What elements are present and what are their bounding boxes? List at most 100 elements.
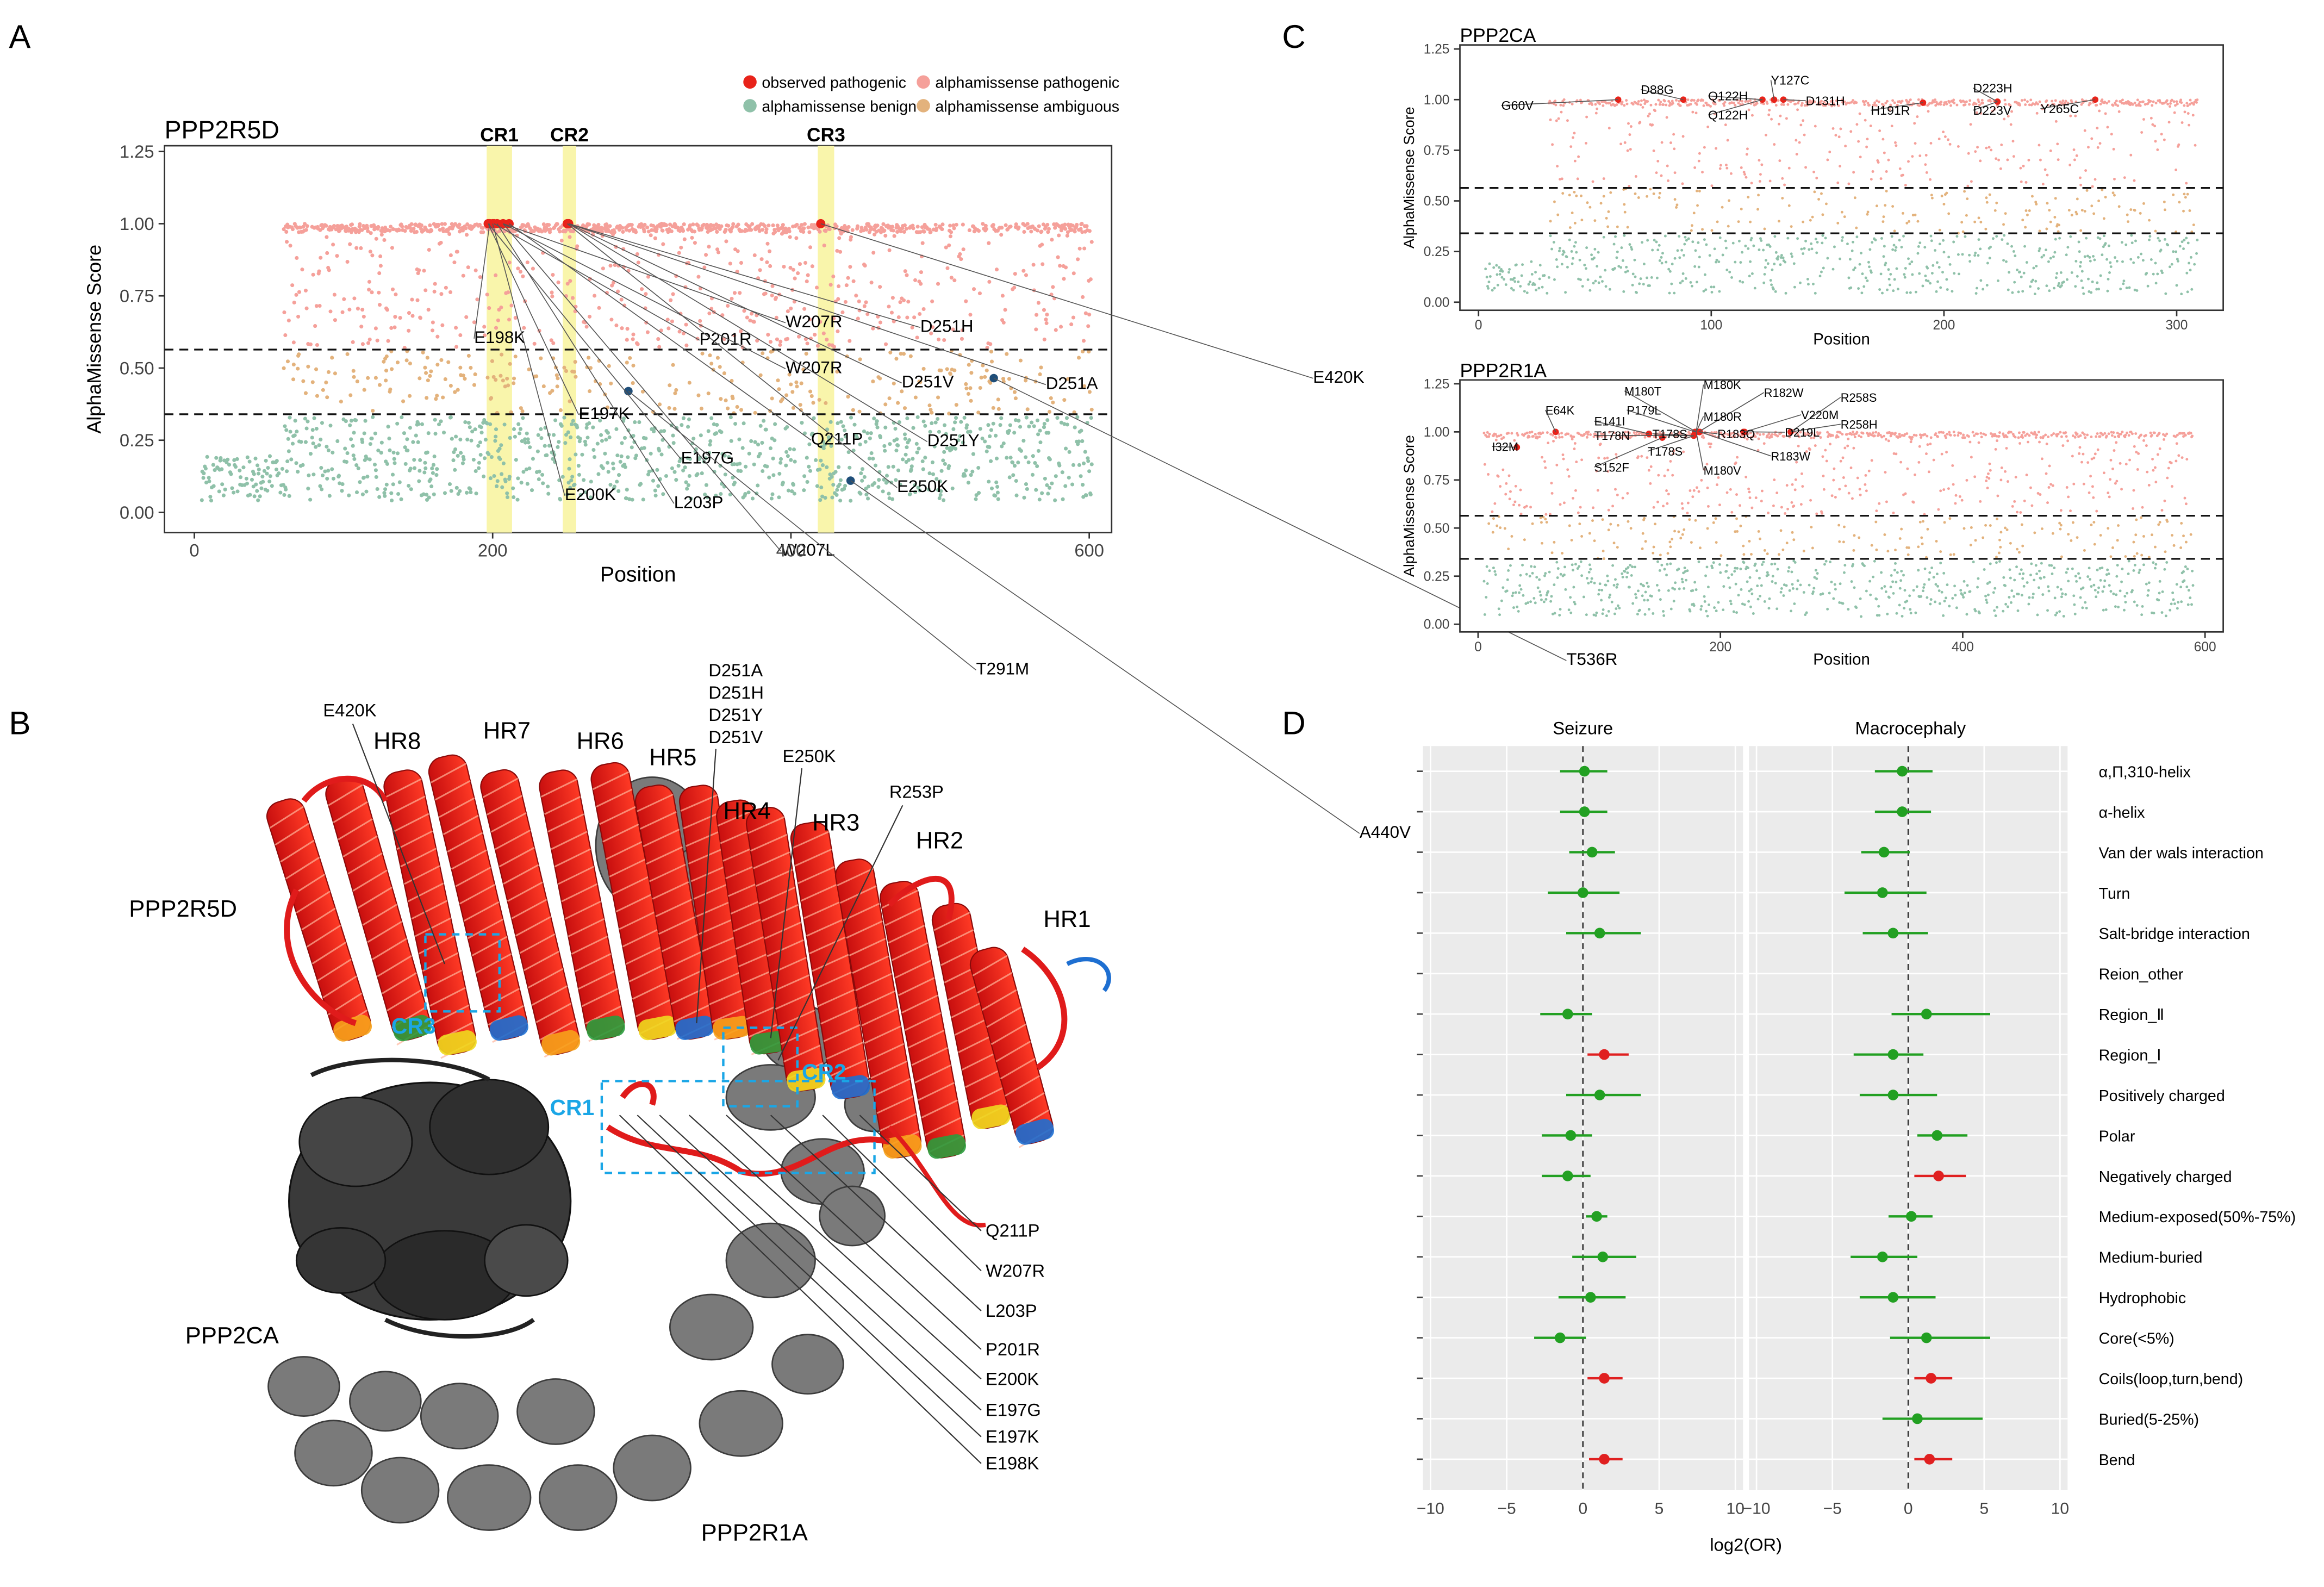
ambiguous-point bbox=[1586, 201, 1589, 204]
benign-point bbox=[296, 470, 300, 474]
pathogenic-point bbox=[1703, 146, 1706, 149]
pathogenic-point bbox=[2183, 110, 2186, 114]
benign-point bbox=[871, 457, 875, 461]
pathogenic-point bbox=[639, 287, 644, 291]
pathogenic-point bbox=[1691, 110, 1694, 114]
benign-point bbox=[1710, 285, 1713, 289]
benign-point bbox=[1651, 248, 1654, 252]
benign-point bbox=[1815, 577, 1818, 580]
benign-point bbox=[428, 477, 433, 482]
benign-point bbox=[519, 481, 524, 485]
pathogenic-point bbox=[770, 284, 775, 288]
pathogenic-point bbox=[385, 308, 389, 312]
pathogenic-point bbox=[1737, 101, 1740, 104]
benign-point bbox=[1555, 258, 1558, 261]
pathogenic-point bbox=[661, 242, 665, 246]
ambiguous-point bbox=[2083, 210, 2086, 213]
pathogenic-point bbox=[1724, 123, 1727, 127]
ambiguous-point bbox=[1531, 522, 1534, 525]
ambiguous-point bbox=[761, 351, 765, 356]
pathogenic-point bbox=[1649, 482, 1652, 485]
benign-point bbox=[2149, 258, 2153, 261]
benign-point bbox=[1810, 247, 1814, 251]
panel-a-title: PPP2R5D bbox=[165, 115, 279, 144]
benign-point bbox=[1486, 285, 1489, 288]
benign-point bbox=[1016, 460, 1020, 465]
mutation-label: Q211P bbox=[811, 430, 863, 449]
benign-point bbox=[427, 495, 431, 500]
benign-point bbox=[568, 486, 572, 490]
ambiguous-point bbox=[1756, 208, 1759, 211]
benign-point bbox=[372, 462, 377, 467]
benign-point bbox=[478, 452, 483, 457]
ambiguous-point bbox=[1609, 522, 1612, 526]
benign-point bbox=[2122, 279, 2126, 283]
benign-point bbox=[631, 434, 635, 438]
pathogenic-point bbox=[1666, 164, 1669, 167]
benign-point bbox=[1042, 425, 1046, 430]
benign-point bbox=[201, 476, 205, 480]
benign-point bbox=[704, 456, 708, 460]
benign-point bbox=[1065, 422, 1069, 427]
benign-point bbox=[1750, 237, 1753, 240]
benign-point bbox=[537, 477, 541, 482]
pathogenic-point bbox=[1718, 503, 1721, 507]
pathogenic-point bbox=[1692, 99, 1696, 102]
pathogenic-point bbox=[2022, 164, 2025, 167]
benign-point bbox=[2136, 256, 2140, 259]
ambiguous-point bbox=[991, 406, 995, 410]
ambiguous-point bbox=[1681, 533, 1684, 536]
benign-point bbox=[1663, 568, 1666, 571]
benign-point bbox=[2007, 288, 2010, 291]
benign-point bbox=[499, 443, 503, 447]
benign-point bbox=[1567, 608, 1571, 612]
benign-point bbox=[284, 487, 288, 491]
pathogenic-point bbox=[1065, 234, 1069, 238]
benign-point bbox=[1626, 571, 1629, 574]
ambiguous-point bbox=[1821, 213, 1824, 216]
ambiguous-point bbox=[1018, 358, 1023, 363]
pathogenic-point bbox=[1898, 432, 1901, 435]
pathogenic-point bbox=[1623, 104, 1626, 107]
mutation-label: Y265C bbox=[2040, 102, 2079, 116]
pathogenic-point bbox=[1577, 155, 1580, 158]
pathogenic-point bbox=[2026, 100, 2029, 103]
benign-point bbox=[274, 467, 279, 472]
pathogenic-point bbox=[987, 241, 991, 245]
benign-point bbox=[1558, 614, 1561, 617]
benign-point bbox=[2190, 288, 2194, 291]
benign-point bbox=[585, 435, 590, 440]
pathogenic-point bbox=[848, 339, 852, 343]
pathogenic-point bbox=[555, 222, 559, 226]
pathogenic-point bbox=[919, 282, 923, 286]
pathogenic-point bbox=[1918, 104, 1921, 107]
legend-am-benign-swatch bbox=[743, 99, 757, 113]
pathogenic-point bbox=[308, 342, 313, 346]
benign-point bbox=[2069, 235, 2072, 238]
benign-point bbox=[285, 459, 290, 464]
benign-point bbox=[1903, 276, 1906, 279]
benign-point bbox=[356, 466, 360, 470]
benign-point bbox=[969, 473, 973, 477]
benign-point bbox=[764, 427, 768, 432]
pathogenic-point bbox=[575, 244, 580, 248]
benign-point bbox=[2087, 277, 2090, 281]
pathogenic-point bbox=[1514, 484, 1517, 488]
pathogenic-point bbox=[1709, 445, 1712, 449]
benign-point bbox=[524, 467, 528, 471]
benign-point bbox=[965, 423, 969, 427]
pathogenic-point bbox=[367, 288, 371, 292]
pathogenic-point bbox=[1660, 174, 1663, 177]
pathogenic-point bbox=[1671, 102, 1674, 105]
ambiguous-point bbox=[1659, 553, 1662, 557]
benign-point bbox=[1774, 251, 1778, 254]
pathogenic-point bbox=[822, 244, 826, 248]
benign-point bbox=[1507, 271, 1510, 274]
benign-point bbox=[512, 495, 516, 500]
pathogenic-point bbox=[2087, 146, 2090, 149]
pathogenic-point bbox=[317, 303, 322, 308]
benign-point bbox=[1843, 564, 1847, 567]
benign-point bbox=[611, 466, 616, 471]
benign-point bbox=[505, 491, 509, 495]
benign-point bbox=[703, 493, 707, 497]
